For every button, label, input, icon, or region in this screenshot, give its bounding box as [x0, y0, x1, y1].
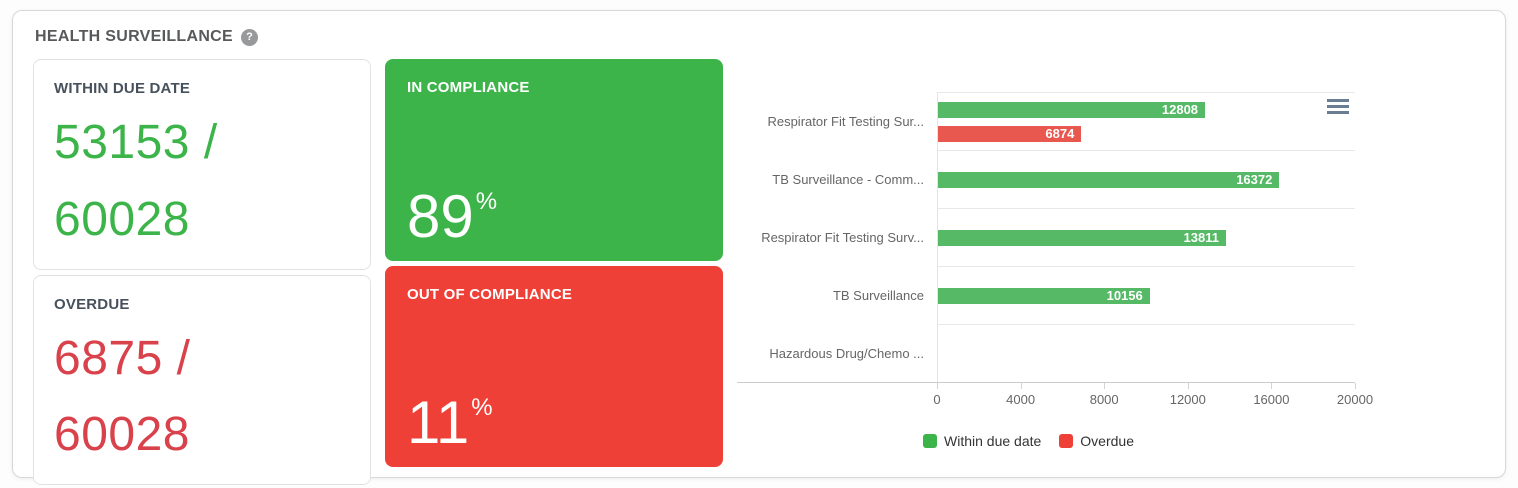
chart-x-axis: 0 4000 8000 12000 16000 20000: [737, 383, 1373, 409]
x-axis-tick-label: 12000: [1169, 392, 1206, 407]
x-axis-tick: [1104, 383, 1106, 389]
percent-sign: %: [471, 394, 493, 421]
x-axis-tick: [1355, 383, 1356, 389]
legend-item-within-due-date[interactable]: Within due date: [923, 433, 1041, 449]
legend-label: Within due date: [944, 433, 1042, 449]
in-compliance-label: IN COMPLIANCE: [407, 79, 530, 96]
bar-overdue[interactable]: 6874: [938, 125, 1082, 142]
x-axis-tick: [1187, 383, 1189, 389]
chart-cell: 16372: [937, 150, 1355, 208]
in-compliance-percent-value: 89: [407, 182, 474, 250]
x-axis-tick-label: 8000: [1089, 392, 1119, 407]
category-label: Respirator Fit Testing Surv...: [761, 229, 924, 245]
chart-row: TB Surveillance 10156: [737, 266, 1355, 324]
x-axis-labels: 0 4000 8000 12000 16000 20000: [933, 383, 1373, 409]
x-axis-tick-label: 4000: [1006, 392, 1036, 407]
bar-within-due-date[interactable]: 16372: [938, 171, 1280, 188]
hamburger-menu-icon[interactable]: [1327, 99, 1349, 114]
panel-header: HEALTH SURVEILLANCE ?: [35, 25, 1485, 49]
chart-cell: 10156: [937, 266, 1355, 324]
chart-row: Respirator Fit Testing Surv... 13811: [737, 208, 1355, 266]
overdue-value: 6875 / 60028: [54, 331, 191, 462]
out-of-compliance-card: OUT OF COMPLIANCE 11 %: [385, 265, 723, 467]
compliance-column: IN COMPLIANCE 89 % OUT OF COMPLIANCE 11 …: [385, 59, 723, 467]
within-due-date-card: WITHIN DUE DATE 53153 / 60028: [33, 59, 371, 270]
legend-item-overdue[interactable]: Overdue: [1059, 433, 1134, 449]
category-label: Hazardous Drug/Chemo ...: [769, 345, 924, 361]
x-axis-tick: [1271, 383, 1273, 389]
panel-title: HEALTH SURVEILLANCE: [35, 28, 234, 45]
chart-row: TB Surveillance - Comm... 16372: [737, 150, 1355, 208]
bar-value-label: 12808: [1161, 102, 1199, 117]
legend-swatch: [923, 434, 937, 448]
stat-column: WITHIN DUE DATE 53153 / 60028 OVERDUE 68…: [33, 59, 371, 486]
overdue-label: OVERDUE: [54, 295, 130, 313]
in-compliance-card: IN COMPLIANCE 89 %: [385, 59, 723, 261]
x-axis-tick-label: 20000: [1336, 392, 1374, 407]
category-label: TB Surveillance: [832, 287, 924, 303]
panel-content: WITHIN DUE DATE 53153 / 60028 OVERDUE 68…: [33, 59, 1485, 486]
in-compliance-percent: 89 %: [407, 182, 701, 250]
within-due-date-value: 53153 / 60028: [54, 116, 218, 246]
chart-row: Hazardous Drug/Chemo ...: [737, 324, 1355, 382]
bar-within-due-date[interactable]: 12808: [938, 101, 1206, 118]
out-of-compliance-percent-value: 11: [407, 389, 470, 456]
x-axis-tick-label: 16000: [1253, 392, 1290, 407]
chart-legend: Within due date Overdue: [923, 433, 1355, 449]
x-axis-tick-label: 0: [933, 392, 941, 407]
x-axis-tick: [1020, 383, 1022, 389]
chart-cell: [937, 324, 1355, 382]
category-label: Respirator Fit Testing Sur...: [767, 113, 924, 129]
bar-within-due-date[interactable]: 13811: [938, 229, 1226, 246]
bar-value-label: 6874: [1045, 126, 1075, 141]
x-axis-tick: [937, 383, 938, 389]
percent-sign: %: [475, 187, 498, 215]
out-of-compliance-percent: 11 %: [407, 389, 701, 456]
overdue-card: OVERDUE 6875 / 60028: [33, 274, 371, 486]
legend-label: Overdue: [1080, 433, 1134, 449]
health-surveillance-panel: HEALTH SURVEILLANCE ? WITHIN DUE DATE 53…: [12, 10, 1506, 486]
bar-value-label: 16372: [1236, 172, 1273, 187]
within-due-date-label: WITHIN DUE DATE: [54, 80, 191, 97]
category-label: TB Surveillance - Comm...: [772, 171, 924, 187]
bar-value-label: 10156: [1106, 288, 1143, 303]
bar-value-label: 13811: [1183, 230, 1219, 245]
compliance-chart: Respirator Fit Testing Sur... 12808 6874 TB…: [737, 59, 1485, 467]
chart-row: Respirator Fit Testing Sur... 12808 6874: [737, 92, 1355, 150]
help-icon[interactable]: ?: [241, 28, 259, 46]
chart-container: Respirator Fit Testing Sur... 12808 6874 TB…: [737, 92, 1373, 449]
legend-swatch: [1059, 434, 1074, 448]
chart-cell: 12808 6874: [937, 92, 1355, 150]
chart-plot: Respirator Fit Testing Sur... 12808 6874 TB…: [737, 92, 1355, 383]
out-of-compliance-label: OUT OF COMPLIANCE: [407, 285, 573, 303]
bar-within-due-date[interactable]: 10156: [938, 287, 1150, 304]
chart-cell: 13811: [937, 208, 1355, 266]
